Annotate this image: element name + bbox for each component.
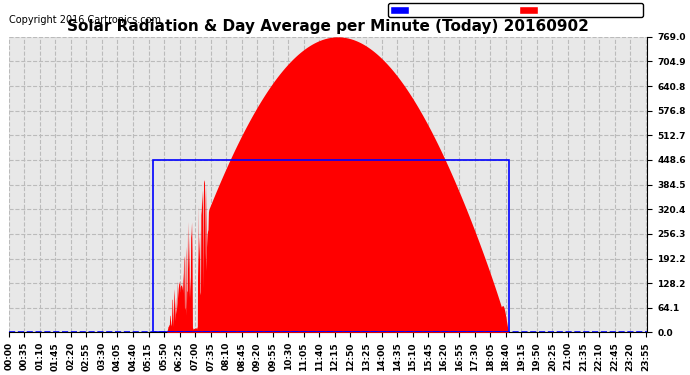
Text: Copyright 2016 Cartronics.com: Copyright 2016 Cartronics.com [9, 15, 161, 25]
Legend: Median  (W/m2), Radiation  (W/m2): Median (W/m2), Radiation (W/m2) [388, 3, 642, 17]
Bar [153, 160, 509, 332]
Title: Solar Radiation & Day Average per Minute (Today) 20160902: Solar Radiation & Day Average per Minute… [67, 19, 589, 34]
